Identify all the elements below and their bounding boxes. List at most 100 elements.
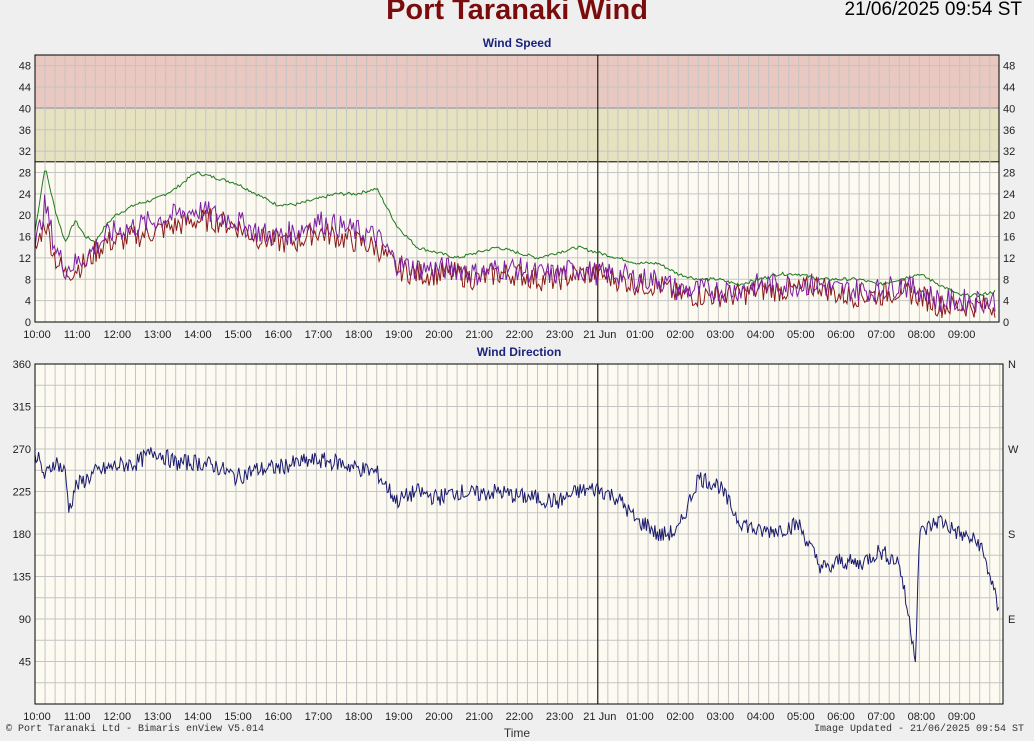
x-tick-label: 21:00 xyxy=(465,711,493,723)
x-tick-label: 21 Jun xyxy=(583,711,616,723)
y-tick-label: 36 xyxy=(19,125,31,137)
y-tick-label: 40 xyxy=(19,103,31,115)
page-title: Port Taranaki Wind xyxy=(386,0,648,26)
y-tick-label: 12 xyxy=(19,253,31,265)
x-tick-label: 03:00 xyxy=(707,711,735,723)
x-tick-label: 19:00 xyxy=(385,329,413,341)
x-tick-label: 22:00 xyxy=(506,329,534,341)
x-tick-label: 10:00 xyxy=(23,329,51,341)
x-tick-label: 22:00 xyxy=(506,711,534,723)
y-tick-label-right: 8 xyxy=(1003,274,1009,286)
y-tick-label-right: 44 xyxy=(1003,82,1015,94)
mean-series xyxy=(34,207,996,319)
y-tick-label: 24 xyxy=(19,189,31,201)
x-tick-label: 14:00 xyxy=(184,711,212,723)
x-tick-label: 10:00 xyxy=(23,711,51,723)
y-tick-label: 90 xyxy=(19,614,31,626)
panel-title: Wind Direction xyxy=(477,345,562,359)
x-tick-label: 15:00 xyxy=(224,329,252,341)
y-tick-label-right: 40 xyxy=(1003,103,1015,115)
y-tick-label-right: 32 xyxy=(1003,146,1015,158)
y-tick-label: 44 xyxy=(19,82,31,94)
plot-frame xyxy=(34,363,1004,705)
x-tick-label: 04:00 xyxy=(747,711,775,723)
y-tick-label-right: 16 xyxy=(1003,232,1015,244)
y-tick-label: 135 xyxy=(13,572,31,584)
x-tick-label: 09:00 xyxy=(948,711,976,723)
x-tick-label: 16:00 xyxy=(264,711,292,723)
x-tick-label: 23:00 xyxy=(546,329,574,341)
x-tick-label: 18:00 xyxy=(345,711,373,723)
y-tick-label: 16 xyxy=(19,232,31,244)
x-tick-label: 02:00 xyxy=(666,329,694,341)
x-tick-label: 11:00 xyxy=(64,711,91,723)
x-tick-label: 18:00 xyxy=(345,329,373,341)
y-tick-label: 0 xyxy=(25,317,31,329)
x-tick-label: 05:00 xyxy=(787,329,815,341)
y-tick-label: 225 xyxy=(13,487,31,499)
copyright-text: © Port Taranaki Ltd - Bimaris enView V5.… xyxy=(6,724,265,735)
y-tick-label-right: 4 xyxy=(1003,296,1009,308)
x-tick-label: 13:00 xyxy=(144,711,172,723)
x-tick-label: 04:00 xyxy=(747,329,775,341)
y-tick-label: 270 xyxy=(13,444,31,456)
header-timestamp: 21/06/2025 09:54 ST xyxy=(844,0,1022,20)
image-updated-text: Image Updated - 21/06/2025 09:54 ST xyxy=(813,724,1024,735)
gust-series xyxy=(34,170,996,298)
x-tick-label: 08:00 xyxy=(908,711,936,723)
plot-frame xyxy=(34,54,1000,323)
x-tick-label: 23:00 xyxy=(546,711,574,723)
speed-series xyxy=(34,194,996,315)
y-tick-label: 45 xyxy=(19,657,31,669)
y-tick-label: 315 xyxy=(13,402,31,414)
y-tick-label-right: 12 xyxy=(1003,253,1015,265)
x-tick-label: 05:00 xyxy=(787,711,815,723)
compass-label: N xyxy=(1008,359,1016,371)
y-tick-label-right: 36 xyxy=(1003,125,1015,137)
x-tick-label: 12:00 xyxy=(104,329,132,341)
x-tick-label: 11:00 xyxy=(64,329,91,341)
x-tick-label: 01:00 xyxy=(626,711,654,723)
y-tick-label: 32 xyxy=(19,146,31,158)
x-tick-label: 21:00 xyxy=(465,329,493,341)
y-tick-label-right: 20 xyxy=(1003,210,1015,222)
y-tick-label: 48 xyxy=(19,61,31,73)
x-tick-label: 20:00 xyxy=(425,329,453,341)
x-tick-label: 08:00 xyxy=(908,329,936,341)
x-tick-label: 17:00 xyxy=(305,329,333,341)
x-tick-label: 15:00 xyxy=(224,711,252,723)
y-tick-label: 4 xyxy=(25,296,31,308)
y-tick-label: 28 xyxy=(19,167,31,179)
panel-title: Wind Speed xyxy=(483,36,552,50)
x-tick-label: 07:00 xyxy=(867,329,895,341)
y-tick-label: 180 xyxy=(13,529,31,541)
x-tick-label: 20:00 xyxy=(425,711,453,723)
x-tick-label: 06:00 xyxy=(827,711,855,723)
x-tick-label: 01:00 xyxy=(626,329,654,341)
y-tick-label-right: 24 xyxy=(1003,189,1015,201)
compass-label: W xyxy=(1008,444,1019,456)
x-axis-label: Time xyxy=(503,726,531,740)
y-tick-label-right: 28 xyxy=(1003,167,1015,179)
x-tick-label: 17:00 xyxy=(305,711,333,723)
x-tick-label: 09:00 xyxy=(948,329,976,341)
y-tick-label-right: 48 xyxy=(1003,61,1015,73)
x-tick-label: 02:00 xyxy=(666,711,694,723)
x-tick-label: 07:00 xyxy=(867,711,895,723)
compass-label: S xyxy=(1008,529,1015,541)
x-tick-label: 16:00 xyxy=(264,329,292,341)
direction-series xyxy=(34,447,1000,663)
y-tick-label: 20 xyxy=(19,210,31,222)
y-tick-label: 8 xyxy=(25,274,31,286)
y-tick-label: 360 xyxy=(13,359,31,371)
x-tick-label: 21 Jun xyxy=(583,329,616,341)
y-tick-label-right: 0 xyxy=(1003,317,1009,329)
compass-label: E xyxy=(1008,614,1015,626)
x-tick-label: 12:00 xyxy=(104,711,132,723)
x-tick-label: 13:00 xyxy=(144,329,172,341)
x-tick-label: 19:00 xyxy=(385,711,413,723)
x-tick-label: 03:00 xyxy=(707,329,735,341)
x-tick-label: 14:00 xyxy=(184,329,212,341)
x-tick-label: 06:00 xyxy=(827,329,855,341)
